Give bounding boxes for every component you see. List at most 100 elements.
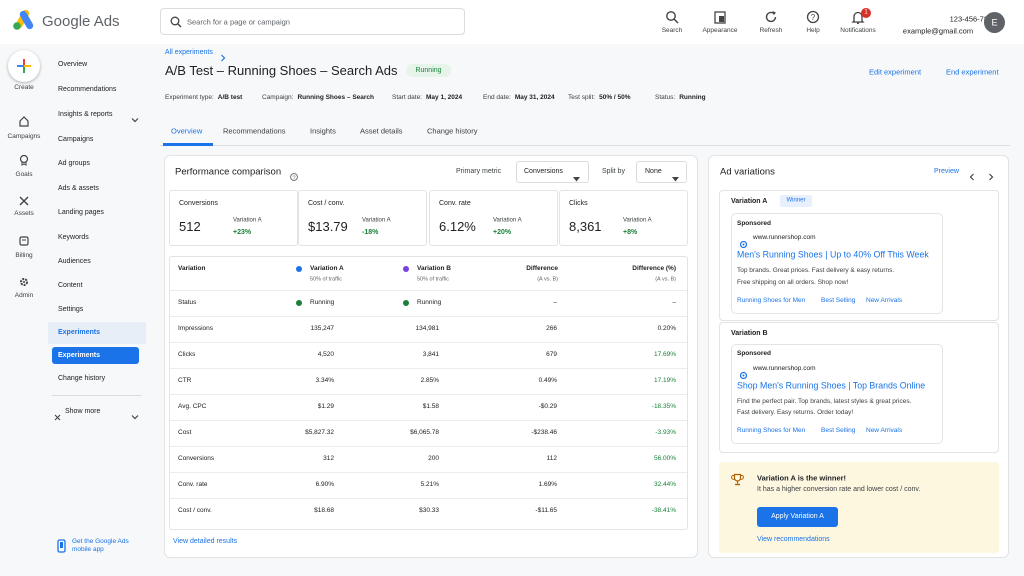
tool-icon[interactable] <box>851 10 865 25</box>
create-plus-part <box>17 59 31 73</box>
table <box>169 256 688 530</box>
tab[interactable]: Asset details <box>360 126 403 136</box>
results-link[interactable]: View detailed results <box>173 537 238 545</box>
table-cell: 0.20% <box>657 325 676 333</box>
nav-item[interactable]: Ads & assets <box>58 184 99 192</box>
tool-icon[interactable] <box>665 10 679 24</box>
ad-description: Find the perfect pair. Top brands, lates… <box>737 398 912 406</box>
show-more-icon-part <box>54 414 61 421</box>
nav-item[interactable]: Landing pages <box>58 208 104 216</box>
nav-item[interactable]: Ad groups <box>58 159 90 167</box>
nav-item[interactable]: Content <box>58 281 83 289</box>
tab[interactable]: Insights <box>310 126 336 136</box>
tab[interactable]: Recommendations <box>223 126 286 136</box>
rail-label[interactable]: Assets <box>14 210 34 218</box>
show-more[interactable]: Show more <box>65 407 101 415</box>
meta-label: End date: <box>483 94 511 102</box>
tab[interactable]: Change history <box>427 126 478 136</box>
nav-item[interactable]: Settings <box>58 305 84 313</box>
show-more-chevron-part <box>131 415 139 420</box>
rail-icon[interactable] <box>18 234 30 246</box>
prev-button-part <box>969 173 974 181</box>
nav-item[interactable]: Campaigns <box>58 135 94 143</box>
rail-icon-part <box>21 162 27 166</box>
account-email: example@gmail.com <box>902 26 974 36</box>
variation-name: Variation A <box>731 197 768 205</box>
tool-icon-part <box>851 11 865 23</box>
trophy-icon <box>731 473 744 486</box>
next-button[interactable] <box>987 168 995 181</box>
legend-dot <box>296 266 302 272</box>
select[interactable] <box>636 161 687 183</box>
rail-icon[interactable] <box>18 153 30 166</box>
help-icon[interactable]: ? <box>290 168 298 181</box>
ad-sitelink[interactable]: Best Selling <box>821 297 856 305</box>
tool-icon-part <box>714 11 726 24</box>
nav-item[interactable]: Recommendations <box>58 85 117 93</box>
table-cell: $5,827.32 <box>305 429 334 437</box>
tool-label[interactable]: Search <box>661 27 683 35</box>
tool-label[interactable]: Refresh <box>759 27 783 35</box>
prev-button[interactable] <box>968 168 976 181</box>
ad-headline[interactable]: Shop Men's Running Shoes | Top Brands On… <box>737 380 926 391</box>
action-link[interactable]: End experiment <box>946 67 999 77</box>
rail-icon[interactable] <box>18 114 30 127</box>
app-icon-part <box>57 539 66 553</box>
rail-label[interactable]: Goals <box>15 171 33 179</box>
tool-icon-part <box>666 11 676 21</box>
row-divider <box>170 498 687 499</box>
metric-card <box>559 190 688 246</box>
nav-item[interactable]: Audiences <box>58 257 91 265</box>
recommendations-link[interactable]: View recommendations <box>757 535 830 543</box>
action-link[interactable]: Edit experiment <box>869 67 922 77</box>
rail-label[interactable]: Create <box>14 84 34 92</box>
nav-item[interactable]: Overview <box>58 60 88 68</box>
search-box[interactable] <box>160 8 465 35</box>
metric-delta: +23% <box>233 228 252 236</box>
rail-icon-part <box>19 116 29 127</box>
breadcrumb-chevron-part <box>221 54 226 62</box>
table-cell: -$0.29 <box>538 403 557 411</box>
tool-label[interactable]: Help <box>806 27 820 35</box>
ad-sitelink[interactable]: Running Shoes for Men <box>737 427 806 435</box>
tool-icon[interactable] <box>713 10 727 24</box>
tab[interactable]: Overview <box>171 126 203 136</box>
tool-icon[interactable]: ? <box>806 10 820 24</box>
apply-button[interactable] <box>757 507 838 527</box>
table-cell: Cost / conv. <box>178 507 212 515</box>
preview-link[interactable]: Preview <box>934 167 959 175</box>
column-header: Variation A <box>310 265 344 273</box>
nav-section[interactable]: Experiments <box>58 328 101 336</box>
ad-sitelink[interactable]: New Arrivals <box>866 427 903 435</box>
nav-item[interactable]: Keywords <box>58 233 89 241</box>
ad-headline[interactable]: Men's Running Shoes | Up to 40% Off This… <box>737 249 929 260</box>
tool-label[interactable]: Notifications <box>840 27 876 35</box>
tool-icon-part <box>714 11 726 24</box>
tool-icon[interactable] <box>764 10 778 24</box>
nav-item[interactable]: Insights & reports <box>58 110 113 118</box>
show-more-chevron[interactable] <box>131 408 139 420</box>
meta-value: A/B test <box>217 94 243 102</box>
nav-item[interactable]: Change history <box>58 374 106 382</box>
create-plus-part <box>23 59 25 66</box>
ad-sitelink[interactable]: New Arrivals <box>866 297 903 305</box>
rail-label[interactable]: Admin <box>14 292 34 300</box>
row-divider <box>170 290 687 291</box>
filter-label: Primary metric <box>456 167 502 175</box>
nav-expand[interactable] <box>131 111 139 123</box>
metric-delta: +20% <box>493 228 512 236</box>
ad-sitelink[interactable]: Best Selling <box>821 427 856 435</box>
select[interactable] <box>516 161 589 183</box>
trophy-icon-part <box>733 473 742 482</box>
app-link[interactable]: Get the Google Ads mobile app <box>72 538 129 553</box>
rail-label[interactable]: Campaigns <box>7 133 41 141</box>
metric-card <box>429 190 558 246</box>
rail-icon[interactable] <box>18 194 30 206</box>
rail-label[interactable]: Billing <box>15 252 33 260</box>
avatar[interactable] <box>984 12 1005 33</box>
tool-label[interactable]: Appearance <box>702 27 738 35</box>
rail-icon[interactable] <box>18 275 30 287</box>
ad-sitelink[interactable]: Running Shoes for Men <box>737 297 806 305</box>
breadcrumb[interactable]: All experiments <box>165 48 213 56</box>
nav-selected-bg[interactable] <box>52 347 139 364</box>
